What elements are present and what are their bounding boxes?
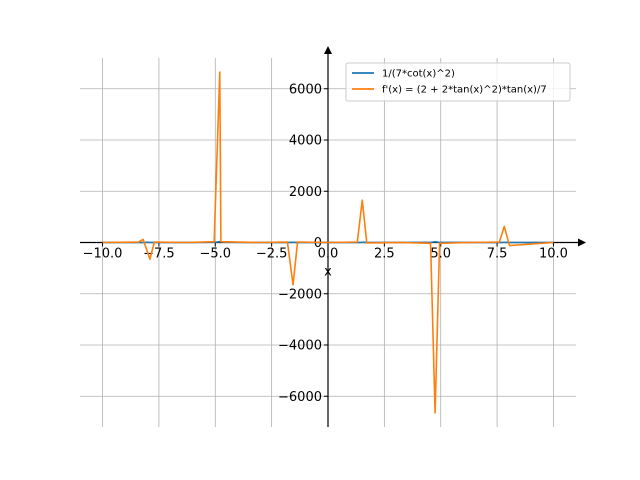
series-line-2	[102, 71, 554, 414]
y-tick-label: 4000	[289, 134, 322, 149]
x-axis-label: x	[324, 265, 332, 280]
x-tick-label: 5.0	[430, 247, 451, 262]
legend: 1/(7*cot(x)^2) f'(x) = (2 + 2*tan(x)^2)*t…	[345, 62, 571, 102]
series-lines	[102, 71, 554, 414]
y-tick-label: 2000	[289, 185, 322, 200]
legend-label-1: 1/(7*cot(x)^2)	[382, 69, 455, 80]
y-tick-label: −4000	[278, 339, 322, 354]
y-axis-arrowhead	[324, 46, 332, 54]
x-tick-label: 7.5	[487, 247, 508, 262]
x-tick-label: −2.5	[256, 247, 288, 262]
legend-box	[345, 62, 571, 102]
x-tick-label: −5.0	[199, 247, 231, 262]
legend-label-2: f'(x) = (2 + 2*tan(x)^2)*tan(x)/7	[382, 85, 547, 96]
y-tick-label: 6000	[289, 82, 322, 97]
x-tick-label: 10.0	[539, 247, 568, 262]
y-tick-label: −6000	[278, 390, 322, 405]
x-tick-label: 2.5	[374, 247, 395, 262]
x-tick-label: −10.0	[83, 247, 123, 262]
x-axis-arrowhead	[578, 238, 586, 247]
axis-ticks: −10.0 −7.5 −5.0 −2.5 0.0 2.5 5.0 7.5 10.0−6000−4…	[83, 82, 568, 405]
legend-items: 1/(7*cot(x)^2) f'(x) = (2 + 2*tan(x)^2)*t…	[352, 69, 547, 96]
y-tick-label: −2000	[278, 287, 322, 302]
x-tick-label: 0.0	[318, 247, 339, 262]
axes	[80, 46, 586, 427]
y-tick-label: 0	[314, 236, 322, 251]
